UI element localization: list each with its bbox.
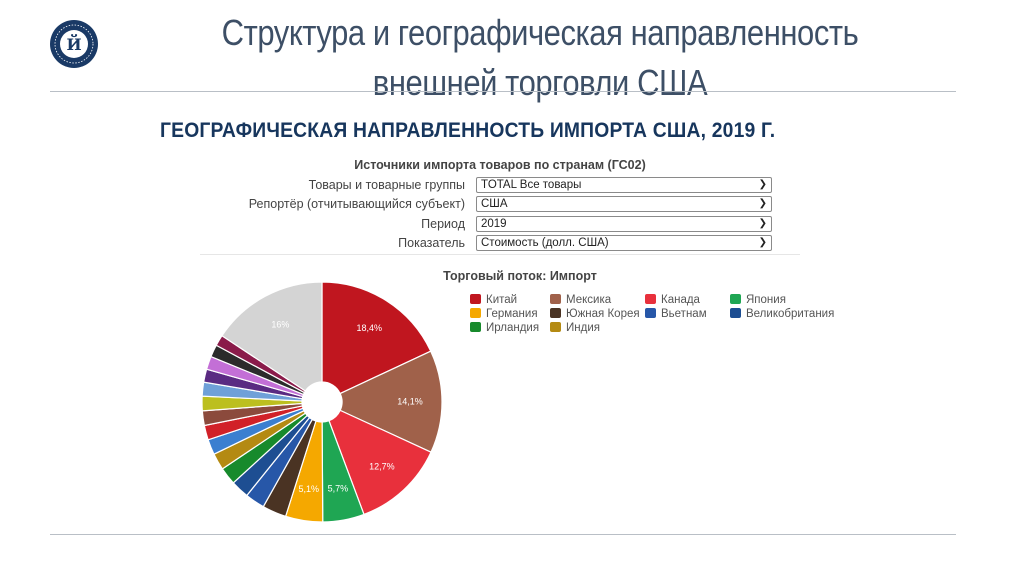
slice-data-label: 14,1%: [397, 397, 423, 407]
filter-label-reporter: Репортёр (отчитывающийся субъект): [248, 197, 465, 211]
indicator-select-value: Стоимость (долл. США): [481, 237, 609, 249]
chevron-down-icon: ❯: [758, 237, 767, 248]
chart-title: Торговый поток: Импорт: [443, 269, 597, 283]
legend-swatch[interactable]: [730, 294, 741, 304]
filter-label-period: Период: [421, 217, 465, 231]
slice-data-label: 5,7%: [328, 484, 349, 494]
legend-swatch[interactable]: [645, 308, 656, 318]
pie-slice-0[interactable]: [321, 281, 432, 395]
period-select-value: 2019: [481, 218, 507, 230]
filter-row-indicator: Показатель Стоимость (долл. США) ❯: [200, 235, 775, 251]
legend-label[interactable]: Вьетнам: [661, 308, 707, 320]
footer-divider: [50, 534, 956, 535]
slide-title: Структура и географическая направленност…: [221, 12, 859, 103]
indicator-select[interactable]: Стоимость (долл. США) ❯: [476, 235, 772, 251]
slice-data-label: 5,1%: [299, 484, 320, 494]
reporter-select[interactable]: США ❯: [476, 196, 772, 212]
pie-slice-1[interactable]: [339, 350, 443, 453]
legend-swatch[interactable]: [550, 322, 561, 332]
panel-divider: [200, 254, 800, 255]
pie-slice-other-19[interactable]: [221, 281, 323, 392]
legend-label[interactable]: Великобритания: [746, 308, 834, 320]
filter-row-goods: Товары и товарные группы TOTAL Все товар…: [200, 177, 775, 193]
legend-label[interactable]: Индия: [566, 322, 600, 334]
legend-swatch[interactable]: [470, 322, 481, 332]
chevron-down-icon: ❯: [758, 218, 767, 229]
legend-swatch[interactable]: [730, 308, 741, 318]
legend-swatch[interactable]: [645, 294, 656, 304]
legend-label[interactable]: Китай: [486, 294, 517, 306]
filter-label-goods: Товары и товарные группы: [308, 178, 465, 192]
legend-label[interactable]: Германия: [486, 308, 538, 320]
legend-swatch[interactable]: [550, 308, 561, 318]
slice-data-label: 12,7%: [369, 461, 395, 471]
legend-label[interactable]: Ирландия: [486, 322, 539, 334]
legend-swatch[interactable]: [470, 308, 481, 318]
university-logo-icon: Й: [50, 20, 98, 68]
filter-row-reporter: Репортёр (отчитывающийся субъект) США ❯: [200, 196, 775, 212]
legend-label[interactable]: Мексика: [566, 294, 612, 306]
filter-row-period: Период 2019 ❯: [200, 216, 775, 232]
slice-data-label: 16%: [271, 319, 289, 329]
filter-label-indicator: Показатель: [398, 236, 465, 250]
legend-swatch[interactable]: [550, 294, 561, 304]
goods-select-value: TOTAL Все товары: [481, 179, 582, 191]
legend-swatch[interactable]: [470, 294, 481, 304]
svg-text:Й: Й: [66, 33, 81, 54]
chevron-down-icon: ❯: [758, 179, 767, 190]
slice-data-label: 18,4%: [356, 323, 382, 333]
panel-title: Источники импорта товаров по странам (ГС…: [354, 158, 646, 172]
reporter-select-value: США: [481, 198, 508, 210]
legend-label[interactable]: Япония: [746, 294, 786, 306]
chevron-down-icon: ❯: [758, 198, 767, 209]
section-heading: ГЕОГРАФИЧЕСКАЯ НАПРАВЛЕННОСТЬ ИМПОРТА СШ…: [160, 119, 776, 142]
header-divider: [50, 91, 956, 92]
period-select[interactable]: 2019 ❯: [476, 216, 772, 232]
goods-select[interactable]: TOTAL Все товары ❯: [476, 177, 772, 193]
legend-label[interactable]: Канада: [661, 294, 701, 306]
legend-label[interactable]: Южная Корея: [566, 308, 640, 320]
